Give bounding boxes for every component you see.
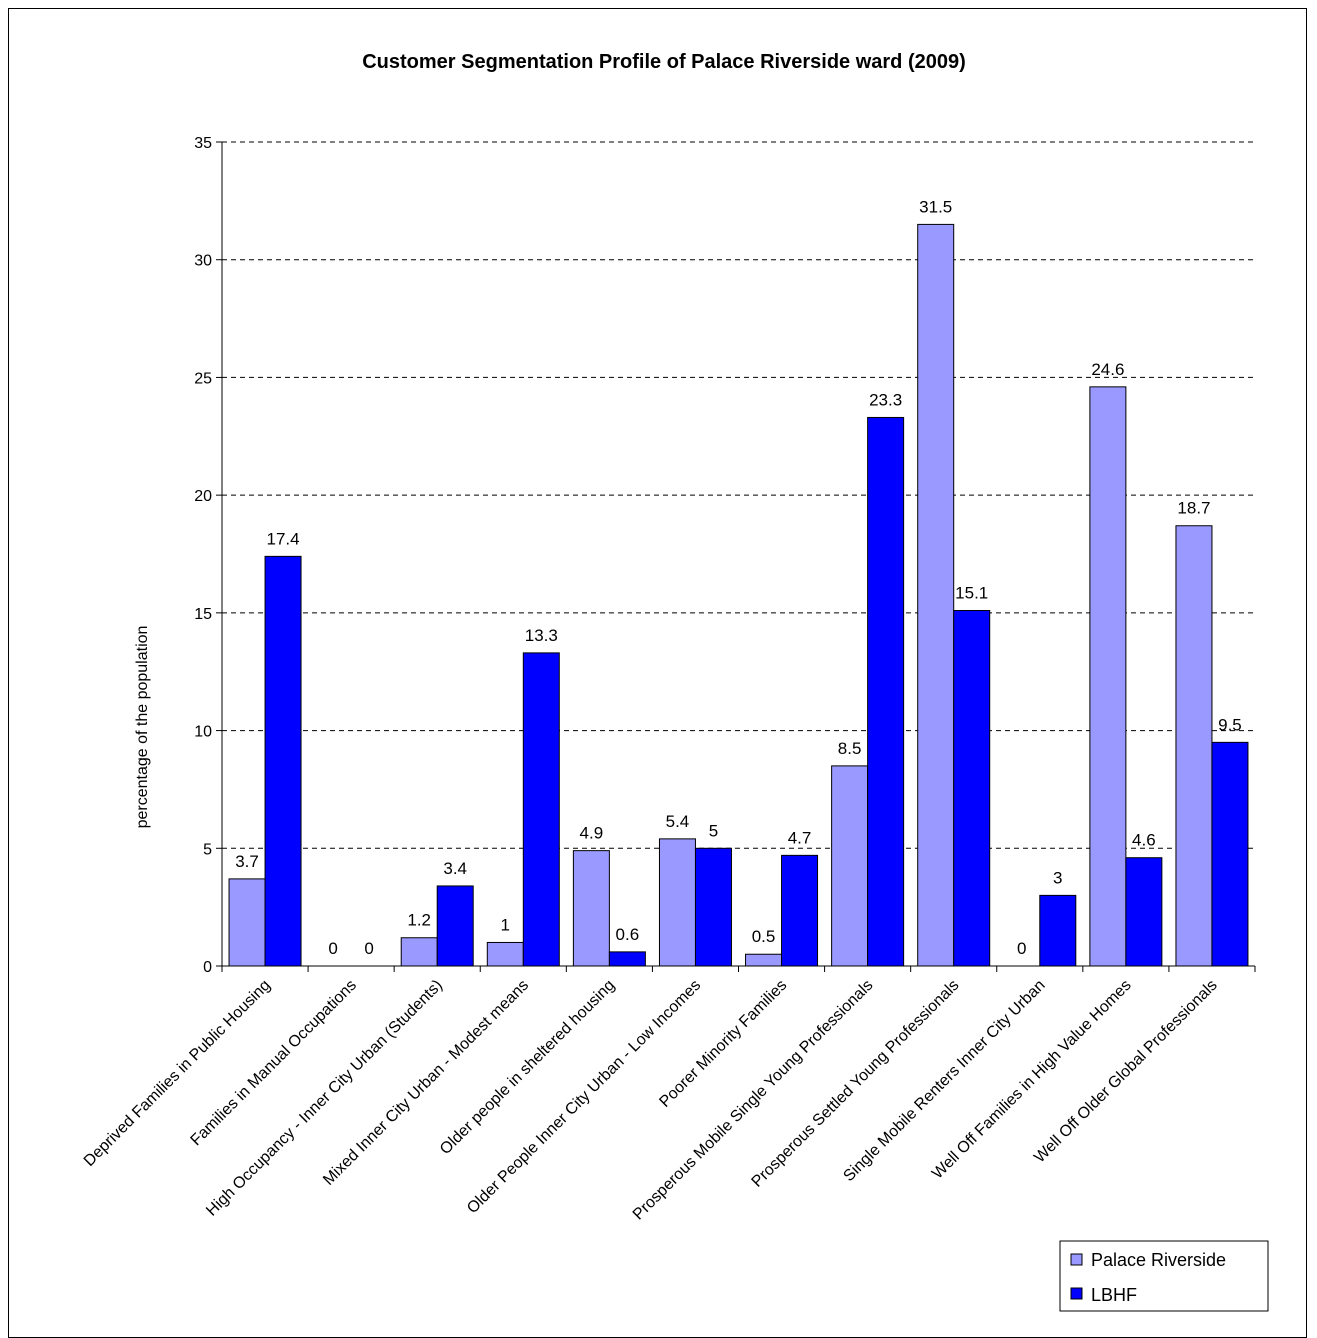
data-label: 23.3 xyxy=(869,390,902,409)
y-tick-label: 20 xyxy=(194,488,212,505)
legend-swatch-palace-riverside xyxy=(1070,1253,1083,1266)
data-label: 0.6 xyxy=(616,925,640,944)
bar-lbhf xyxy=(522,652,560,967)
bar-lbhf xyxy=(781,854,819,967)
data-label: 3 xyxy=(1053,868,1062,887)
data-label: 3.7 xyxy=(235,852,259,871)
bar-lbhf xyxy=(953,610,991,967)
bar-palace-riverside xyxy=(745,953,783,967)
y-tick-label: 10 xyxy=(194,724,212,741)
data-label: 4.7 xyxy=(788,828,812,847)
data-labels: 3.7 0 1.2 1 4.9 5.4 0.5 8.5 31.5 0 24.6 18.7 17.4 0 3.… xyxy=(235,197,1242,958)
data-label: 4.6 xyxy=(1132,831,1156,850)
bar-palace-riverside xyxy=(917,223,955,967)
data-label: 31.5 xyxy=(919,197,952,216)
data-label: 5.4 xyxy=(666,812,690,831)
y-axis: 0 5 10 15 20 25 30 35 xyxy=(194,135,223,976)
category-label: Well Off Families in High Value Homes xyxy=(929,977,1135,1183)
bar-lbhf xyxy=(436,885,474,967)
bar-palace-riverside xyxy=(486,941,524,967)
category-label: Older people in sheltered housing xyxy=(437,977,618,1158)
y-tick-label: 0 xyxy=(203,959,212,976)
legend-swatch-lbhf xyxy=(1070,1287,1083,1300)
bars xyxy=(228,223,1249,967)
chart-title: Customer Segmentation Profile of Palace … xyxy=(362,51,966,73)
y-tick-label: 35 xyxy=(194,135,212,152)
data-label: 0.5 xyxy=(752,927,776,946)
y-tick-label: 30 xyxy=(194,253,212,270)
data-label: 24.6 xyxy=(1091,360,1124,379)
category-label: Families in Manual Occupations xyxy=(188,977,360,1149)
bar-palace-riverside xyxy=(1089,386,1127,967)
bar-lbhf xyxy=(694,847,732,967)
bar-palace-riverside xyxy=(658,838,696,967)
category-labels: Deprived Families in Public HousingFamil… xyxy=(81,977,1221,1224)
bar-palace-riverside xyxy=(228,878,266,967)
data-label: 8.5 xyxy=(838,739,862,758)
y-tick-label: 5 xyxy=(203,841,212,858)
bar-lbhf xyxy=(1039,894,1077,967)
chart-frame: Customer Segmentation Profile of Palace … xyxy=(8,8,1307,1338)
data-label: 17.4 xyxy=(266,529,299,548)
data-label: 3.4 xyxy=(443,859,467,878)
bar-lbhf xyxy=(1211,741,1249,967)
bar-lbhf xyxy=(264,555,302,967)
data-label: 18.7 xyxy=(1177,499,1210,518)
category-label: Deprived Families in Public Housing xyxy=(81,977,274,1170)
bar-lbhf xyxy=(1125,857,1163,967)
bar-palace-riverside xyxy=(572,850,610,967)
bar-palace-riverside xyxy=(400,937,438,967)
data-label: 5 xyxy=(709,821,718,840)
data-label: 1.2 xyxy=(407,911,431,930)
bar-palace-riverside xyxy=(831,765,869,967)
bar-palace-riverside xyxy=(1175,525,1213,967)
bar-chart: Customer Segmentation Profile of Palace … xyxy=(81,51,1269,1312)
legend: Palace Riverside LBHF xyxy=(1059,1240,1269,1312)
data-label: 1 xyxy=(501,915,510,934)
x-axis xyxy=(221,965,1256,972)
data-label: 0 xyxy=(328,939,337,958)
data-label: 15.1 xyxy=(955,584,988,603)
bar-lbhf xyxy=(867,416,905,967)
data-label: 13.3 xyxy=(525,626,558,645)
y-axis-label: percentage of the population xyxy=(134,626,151,829)
y-tick-label: 15 xyxy=(194,606,212,623)
data-label: 9.5 xyxy=(1218,715,1242,734)
y-tick-label: 25 xyxy=(194,370,212,387)
data-label: 4.9 xyxy=(580,824,604,843)
gridlines xyxy=(222,141,1255,849)
bar-lbhf xyxy=(608,951,646,967)
category-label: Well Off Older Global Professionals xyxy=(1031,977,1221,1167)
legend-box xyxy=(1059,1240,1269,1312)
legend-label-lbhf: LBHF xyxy=(1091,1285,1137,1305)
legend-label-palace-riverside: Palace Riverside xyxy=(1091,1250,1226,1270)
data-label: 0 xyxy=(1017,939,1026,958)
data-label: 0 xyxy=(364,939,373,958)
